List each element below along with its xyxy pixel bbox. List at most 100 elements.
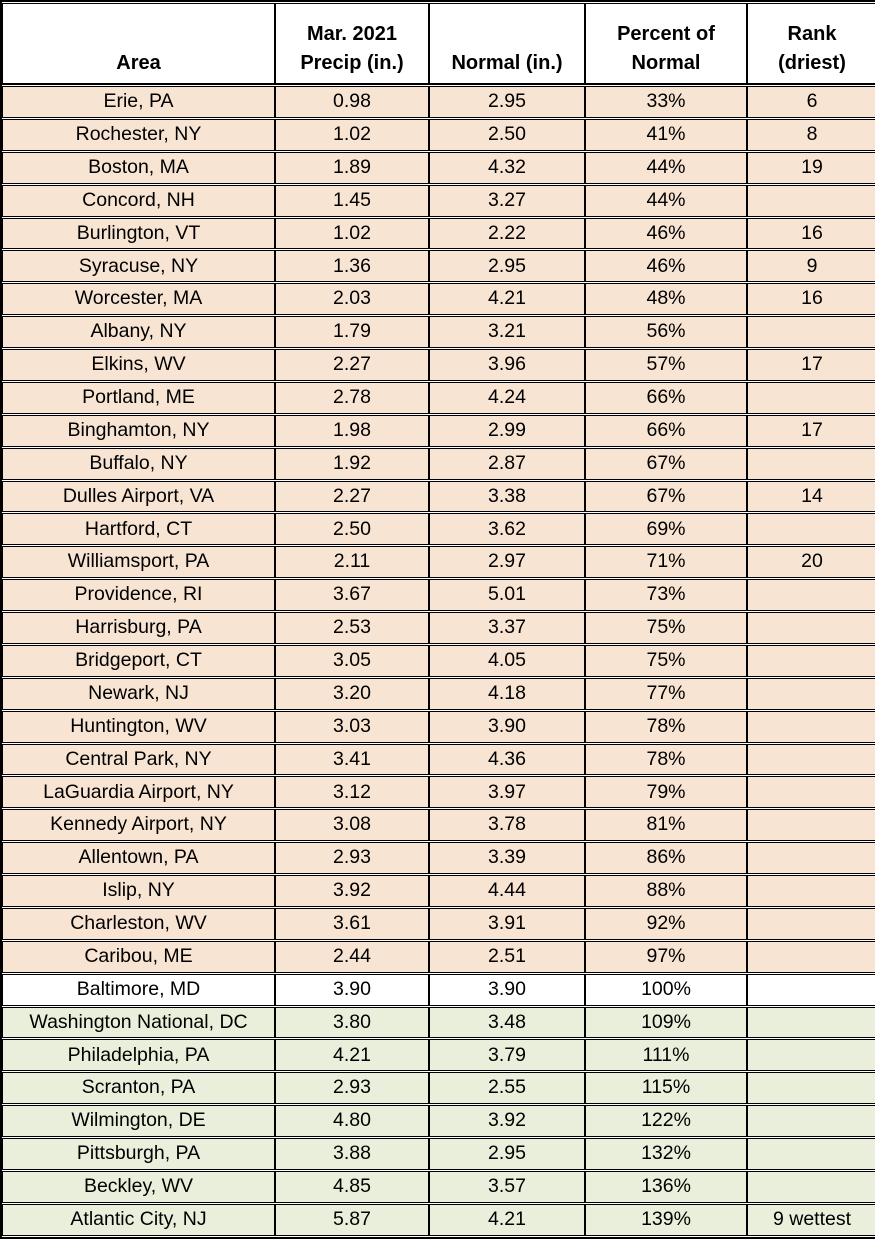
table-row: Dulles Airport, VA 2.27 3.38 67% 14: [2, 480, 875, 513]
table-row: Hartford, CT 2.50 3.62 69%: [2, 513, 875, 546]
precip-cell: 2.03: [275, 283, 429, 316]
normal-cell: 4.05: [429, 644, 585, 677]
precip-cell: 1.45: [275, 184, 429, 217]
area-cell: Providence, RI: [2, 579, 275, 611]
rank-cell: 14: [747, 480, 875, 513]
table-row: Providence, RI 3.67 5.01 73%: [2, 579, 875, 611]
rank-cell: [747, 710, 875, 743]
normal-cell: 3.37: [429, 612, 585, 644]
table-row: Baltimore, MD 3.90 3.90 100%: [2, 973, 875, 1006]
rank-cell: [747, 513, 875, 546]
table-row: Erie, PA 0.98 2.95 33% 6: [2, 86, 875, 118]
normal-cell: 3.38: [429, 480, 585, 513]
rank-cell: [747, 907, 875, 940]
precip-cell: 2.27: [275, 349, 429, 381]
area-cell: Boston, MA: [2, 151, 275, 184]
precip-cell: 4.21: [275, 1039, 429, 1072]
area-cell: Caribou, ME: [2, 940, 275, 973]
percent-cell: 111%: [585, 1039, 747, 1072]
normal-cell: 3.62: [429, 513, 585, 546]
area-cell: Elkins, WV: [2, 349, 275, 381]
area-cell: Wilmington, DE: [2, 1105, 275, 1137]
normal-cell: 3.91: [429, 907, 585, 940]
percent-cell: 48%: [585, 283, 747, 316]
rank-cell: 19: [747, 151, 875, 184]
table-row: Harrisburg, PA 2.53 3.37 75%: [2, 612, 875, 644]
table-row: Portland, ME 2.78 4.24 66%: [2, 381, 875, 414]
percent-cell: 73%: [585, 579, 747, 611]
normal-cell: 5.01: [429, 579, 585, 611]
rank-cell: [747, 776, 875, 809]
percent-cell: 75%: [585, 612, 747, 644]
col-header-precip: Mar. 2021 Precip (in.): [275, 3, 429, 85]
normal-cell: 2.55: [429, 1072, 585, 1105]
rank-cell: 6: [747, 86, 875, 118]
precip-cell: 3.67: [275, 579, 429, 611]
table-row: Burlington, VT 1.02 2.22 46% 16: [2, 217, 875, 250]
precip-cell: 1.02: [275, 217, 429, 250]
rank-cell: [747, 184, 875, 217]
normal-cell: 3.79: [429, 1039, 585, 1072]
table-row: Concord, NH 1.45 3.27 44%: [2, 184, 875, 217]
percent-cell: 75%: [585, 644, 747, 677]
table-row: Philadelphia, PA 4.21 3.79 111%: [2, 1039, 875, 1072]
precip-cell: 2.27: [275, 480, 429, 513]
rank-cell: [747, 381, 875, 414]
normal-cell: 3.57: [429, 1170, 585, 1203]
rank-cell: [747, 743, 875, 776]
precip-cell: 3.88: [275, 1138, 429, 1170]
table-row: Atlantic City, NJ 5.87 4.21 139% 9 wettest: [2, 1203, 875, 1236]
table-row: Scranton, PA 2.93 2.55 115%: [2, 1072, 875, 1105]
table-row: Washington National, DC 3.80 3.48 109%: [2, 1006, 875, 1039]
normal-cell: 2.22: [429, 217, 585, 250]
col-header-rank: Rank (driest): [747, 3, 875, 85]
percent-cell: 33%: [585, 86, 747, 118]
area-cell: Philadelphia, PA: [2, 1039, 275, 1072]
percent-cell: 86%: [585, 842, 747, 874]
percent-cell: 136%: [585, 1170, 747, 1203]
rank-cell: [747, 1138, 875, 1170]
normal-cell: 2.50: [429, 118, 585, 151]
precip-cell: 1.79: [275, 316, 429, 348]
percent-cell: 46%: [585, 217, 747, 250]
area-cell: Allentown, PA: [2, 842, 275, 874]
percent-cell: 56%: [585, 316, 747, 348]
table-row: Pittsburgh, PA 3.88 2.95 132%: [2, 1138, 875, 1170]
area-cell: Charleston, WV: [2, 907, 275, 940]
normal-cell: 2.99: [429, 414, 585, 447]
rank-cell: [747, 677, 875, 710]
normal-cell: 4.18: [429, 677, 585, 710]
precip-cell: 2.53: [275, 612, 429, 644]
area-cell: Syracuse, NY: [2, 250, 275, 283]
percent-cell: 66%: [585, 381, 747, 414]
area-cell: Buffalo, NY: [2, 447, 275, 480]
table-row: Central Park, NY 3.41 4.36 78%: [2, 743, 875, 776]
rank-cell: [747, 316, 875, 348]
table-row: Wilmington, DE 4.80 3.92 122%: [2, 1105, 875, 1137]
precip-cell: 3.92: [275, 875, 429, 907]
precip-cell: 3.80: [275, 1006, 429, 1039]
percent-cell: 115%: [585, 1072, 747, 1105]
table-row: Caribou, ME 2.44 2.51 97%: [2, 940, 875, 973]
area-cell: Williamsport, PA: [2, 546, 275, 579]
table-row: Allentown, PA 2.93 3.39 86%: [2, 842, 875, 874]
normal-cell: 3.97: [429, 776, 585, 809]
area-cell: Beckley, WV: [2, 1170, 275, 1203]
header-row: Area Mar. 2021 Precip (in.) Normal (in.)…: [2, 3, 875, 85]
table-row: Binghamton, NY 1.98 2.99 66% 17: [2, 414, 875, 447]
percent-cell: 71%: [585, 546, 747, 579]
col-header-normal: Normal (in.): [429, 3, 585, 85]
rank-cell: 17: [747, 349, 875, 381]
rank-cell: [747, 1170, 875, 1203]
precip-cell: 3.41: [275, 743, 429, 776]
table-row: Rochester, NY 1.02 2.50 41% 8: [2, 118, 875, 151]
area-cell: Worcester, MA: [2, 283, 275, 316]
table-row: Kennedy Airport, NY 3.08 3.78 81%: [2, 809, 875, 842]
percent-cell: 78%: [585, 743, 747, 776]
area-cell: Newark, NJ: [2, 677, 275, 710]
area-cell: Central Park, NY: [2, 743, 275, 776]
precip-cell: 2.93: [275, 842, 429, 874]
percent-cell: 67%: [585, 447, 747, 480]
rank-cell: [747, 1006, 875, 1039]
